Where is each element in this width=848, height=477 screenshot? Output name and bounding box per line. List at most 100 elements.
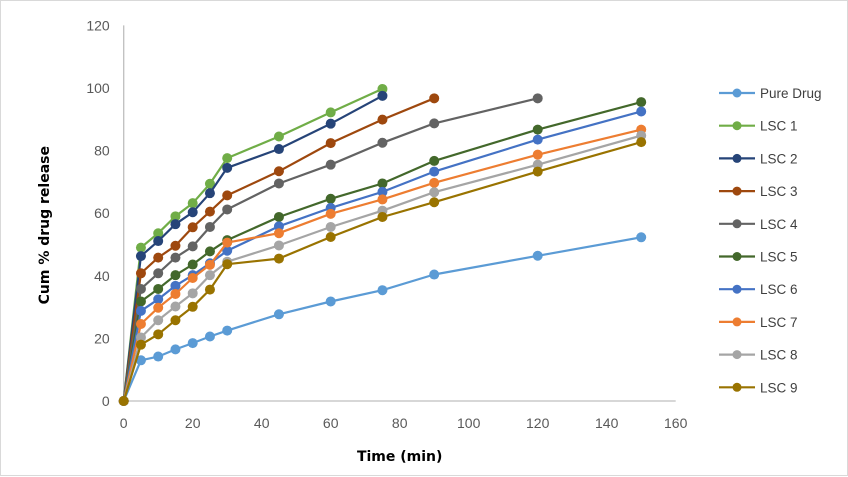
data-point	[325, 231, 336, 242]
legend-label: LSC 4	[760, 217, 798, 232]
series-pure-drug	[118, 232, 647, 406]
legend-label: LSC 6	[760, 282, 798, 297]
x-tick-label: 20	[185, 415, 201, 431]
data-point	[377, 178, 388, 189]
legend-label: LSC 8	[760, 348, 798, 363]
data-point	[377, 285, 388, 296]
legend-marker	[732, 317, 742, 327]
y-tick-label: 20	[94, 330, 110, 346]
data-point	[325, 138, 336, 149]
data-point	[325, 296, 336, 307]
data-point	[153, 302, 164, 313]
data-point	[170, 270, 181, 281]
data-point	[204, 221, 215, 232]
series-lsc-8	[118, 130, 647, 406]
data-point	[222, 162, 233, 173]
data-point	[273, 166, 284, 177]
data-point	[532, 166, 543, 177]
data-point	[153, 268, 164, 279]
data-point	[325, 159, 336, 170]
data-point	[204, 246, 215, 257]
data-point	[273, 131, 284, 142]
data-point	[377, 114, 388, 125]
data-point	[273, 240, 284, 251]
x-tick-label: 60	[323, 415, 339, 431]
data-point	[204, 206, 215, 217]
data-point	[222, 245, 233, 256]
data-point	[187, 198, 198, 209]
data-point	[187, 338, 198, 349]
data-point	[135, 251, 146, 262]
series-line	[122, 236, 642, 402]
legend-label: LSC 2	[760, 151, 798, 166]
data-point	[325, 118, 336, 129]
data-point	[222, 259, 233, 270]
data-point	[170, 240, 181, 251]
data-point	[222, 190, 233, 201]
series-lsc-9	[118, 137, 647, 406]
data-point	[636, 97, 647, 108]
data-point	[532, 250, 543, 261]
series-line	[122, 110, 642, 402]
legend-label: LSC 3	[760, 184, 798, 199]
data-point	[170, 252, 181, 263]
series-lsc-3	[118, 93, 440, 406]
data-point	[170, 288, 181, 299]
data-point	[135, 268, 146, 279]
y-tick-label: 100	[86, 80, 110, 96]
legend-item: LSC 6	[719, 282, 798, 297]
data-point	[377, 137, 388, 148]
y-tick-label: 80	[94, 143, 110, 159]
legend-label: LSC 7	[760, 315, 798, 330]
data-point	[532, 134, 543, 145]
data-point	[377, 186, 388, 197]
legend-label: Pure Drug	[760, 86, 822, 101]
legend: Pure Drug LSC 1 LSC 2 LSC 3 LSC 4 LSC 5 LSC 6 L…	[719, 86, 822, 395]
y-tick-label: 120	[86, 17, 110, 33]
data-point	[153, 228, 164, 239]
data-point	[222, 153, 233, 164]
data-point	[204, 188, 215, 199]
data-point	[377, 194, 388, 205]
x-tick-label: 0	[120, 415, 128, 431]
data-point	[273, 309, 284, 320]
series-line	[122, 128, 642, 402]
x-tick-label: 100	[457, 415, 481, 431]
y-tick-label: 40	[94, 268, 110, 284]
data-point	[135, 332, 146, 343]
legend-marker	[732, 382, 742, 392]
x-tick-label: 40	[254, 415, 270, 431]
x-axis-title: Time (min)	[357, 449, 442, 465]
data-point	[135, 305, 146, 316]
data-point	[187, 272, 198, 283]
data-point	[325, 107, 336, 118]
data-point	[429, 93, 440, 104]
data-point	[170, 301, 181, 312]
legend-marker	[732, 88, 742, 98]
data-point	[377, 90, 388, 101]
data-point	[429, 187, 440, 198]
data-point	[153, 252, 164, 263]
series-line	[122, 87, 383, 402]
data-point	[135, 242, 146, 253]
legend-marker	[732, 186, 742, 196]
data-point	[222, 204, 233, 215]
data-point	[135, 283, 146, 294]
data-point	[187, 207, 198, 218]
legend-label: LSC 1	[760, 119, 798, 134]
data-point	[377, 83, 388, 94]
data-point	[636, 137, 647, 148]
data-point	[153, 294, 164, 305]
x-tick-label: 160	[664, 415, 688, 431]
data-point	[325, 193, 336, 204]
series-lsc-1	[118, 83, 388, 406]
data-point	[222, 325, 233, 336]
data-point	[187, 301, 198, 312]
legend-item: LSC 8	[719, 348, 798, 363]
data-point	[222, 237, 233, 248]
legend-item: LSC 1	[719, 119, 798, 134]
data-point	[429, 197, 440, 208]
data-point	[273, 228, 284, 239]
series-group	[118, 83, 647, 406]
legend-item: LSC 3	[719, 184, 798, 199]
